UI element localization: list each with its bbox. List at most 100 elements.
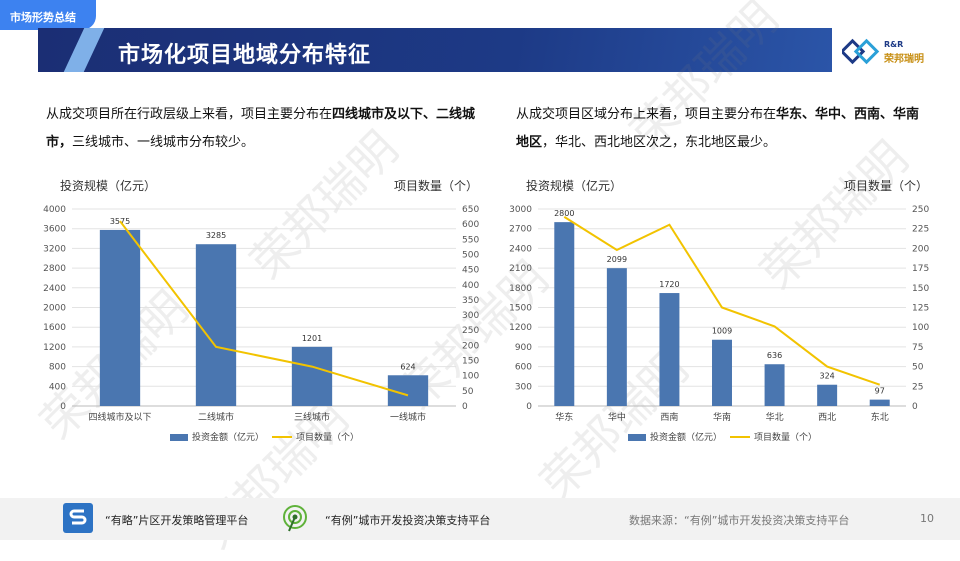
y-tick-left: 900: [515, 343, 532, 353]
y-tick-right: 150: [462, 357, 479, 367]
data-label: 1009: [712, 327, 732, 336]
bar: [712, 340, 732, 406]
footer-platform-1: “有略”片区开发策略管理平台: [105, 512, 248, 528]
y-tick-left: 2700: [509, 225, 532, 235]
legend-line-label: 项目数量（个）: [296, 431, 359, 443]
y-tick-right: 0: [912, 402, 918, 412]
y-tick-left: 3000: [509, 205, 532, 215]
y-tick-right: 225: [912, 225, 929, 235]
y-axis-right-title: 项目数量（个）: [844, 178, 928, 193]
bar: [817, 385, 837, 406]
left-description: 从成交项目所在行政层级上来看，项目主要分布在四线城市及以下、二线城市，三线城市、…: [46, 101, 498, 157]
company-logo: R&R 荣邦瑞明: [842, 38, 928, 66]
data-label: 636: [767, 351, 782, 360]
y-tick-left: 0: [526, 402, 532, 412]
data-label: 3285: [206, 231, 226, 240]
legend-bar-label: 投资金额（亿元）: [650, 431, 722, 443]
logo-icon: [842, 38, 882, 66]
legend-line-label: 项目数量（个）: [754, 431, 817, 443]
footer-platform-2: “有例”城市开发投资决策支持平台: [325, 512, 490, 528]
y-tick-right: 150: [912, 284, 929, 294]
x-tick-label: 东北: [871, 411, 889, 423]
y-tick-right: 175: [912, 264, 929, 274]
y-tick-right: 100: [462, 372, 479, 382]
y-tick-right: 200: [462, 341, 479, 351]
bar: [292, 347, 332, 406]
logo-cn: 荣邦瑞明: [884, 50, 924, 65]
bar: [100, 230, 140, 406]
data-label: 2099: [607, 255, 627, 264]
y-tick-left: 3200: [43, 244, 66, 254]
y-tick-left: 800: [49, 363, 66, 373]
chart-region: 投资规模（亿元）项目数量（个）0300600900120015001800210…: [480, 170, 960, 460]
y-tick-left: 1200: [43, 343, 66, 353]
y-tick-right: 50: [912, 363, 924, 373]
data-label: 324: [820, 372, 835, 381]
x-tick-label: 三线城市: [294, 411, 330, 423]
y-axis-right-title: 项目数量（个）: [394, 178, 478, 193]
y-axis-left-title: 投资规模（亿元）: [526, 178, 622, 193]
x-tick-label: 二线城市: [198, 411, 234, 423]
x-tick-label: 西北: [818, 412, 836, 423]
chart-city-level: 投资规模（亿元）项目数量（个）0400800120016002000240028…: [0, 170, 480, 460]
y-tick-left: 4000: [43, 205, 66, 215]
series-line: [120, 221, 408, 395]
y-tick-left: 3600: [43, 225, 66, 235]
y-tick-right: 450: [462, 266, 479, 276]
data-label: 624: [400, 362, 415, 371]
x-tick-label: 华北: [766, 411, 784, 423]
bar: [870, 400, 890, 406]
y-tick-right: 500: [462, 250, 479, 260]
bar: [196, 244, 236, 406]
y-tick-right: 650: [462, 205, 479, 215]
y-tick-right: 100: [912, 323, 929, 333]
y-tick-left: 0: [60, 402, 66, 412]
y-tick-right: 550: [462, 235, 479, 245]
y-tick-left: 300: [515, 382, 532, 392]
youli-logo-icon: [280, 503, 310, 533]
y-tick-right: 600: [462, 220, 479, 230]
y-tick-right: 25: [912, 382, 923, 392]
y-tick-right: 75: [912, 343, 923, 353]
y-tick-right: 250: [912, 205, 929, 215]
bar: [554, 222, 574, 406]
y-tick-left: 2800: [43, 264, 66, 274]
legend-bar-swatch: [170, 434, 188, 441]
y-tick-right: 125: [912, 304, 929, 314]
logo-en: R&R: [884, 40, 903, 49]
x-tick-label: 华南: [713, 411, 731, 423]
y-tick-left: 1200: [509, 323, 532, 333]
y-tick-left: 2400: [43, 284, 66, 294]
data-label: 1720: [659, 280, 679, 289]
y-tick-left: 1500: [509, 304, 532, 314]
y-tick-right: 300: [462, 311, 479, 321]
y-tick-left: 600: [515, 363, 532, 373]
y-tick-left: 2100: [509, 264, 532, 274]
bar: [607, 268, 627, 406]
bar: [765, 364, 785, 406]
y-tick-left: 400: [49, 382, 66, 392]
data-label: 2800: [554, 209, 574, 218]
section-tag: 市场形势总结: [0, 0, 96, 30]
data-label: 1201: [302, 334, 322, 343]
y-tick-right: 50: [462, 387, 474, 397]
bar: [659, 293, 679, 406]
y-tick-left: 2400: [509, 244, 532, 254]
y-tick-right: 0: [462, 402, 468, 412]
y-tick-right: 400: [462, 281, 479, 291]
footer: “有略”片区开发策略管理平台 “有例”城市开发投资决策支持平台 数据来源：“有例…: [0, 498, 960, 540]
x-tick-label: 一线城市: [390, 411, 426, 423]
legend-bar-swatch: [628, 434, 646, 441]
x-tick-label: 西南: [660, 411, 678, 423]
x-tick-label: 华东: [555, 411, 573, 423]
youlue-logo-icon: [63, 503, 93, 533]
legend-bar-label: 投资金额（亿元）: [192, 431, 264, 443]
footer-source: 数据来源：“有例”城市开发投资决策支持平台: [629, 512, 849, 528]
y-axis-left-title: 投资规模（亿元）: [60, 178, 156, 193]
y-tick-left: 1800: [509, 284, 532, 294]
y-tick-right: 350: [462, 296, 479, 306]
right-description: 从成交项目区域分布上来看，项目主要分布在华东、华中、西南、华南地区，华北、西北地…: [516, 101, 928, 157]
y-tick-left: 1600: [43, 323, 66, 333]
page-number: 10: [920, 512, 934, 525]
page-title: 市场化项目地域分布特征: [118, 37, 371, 69]
